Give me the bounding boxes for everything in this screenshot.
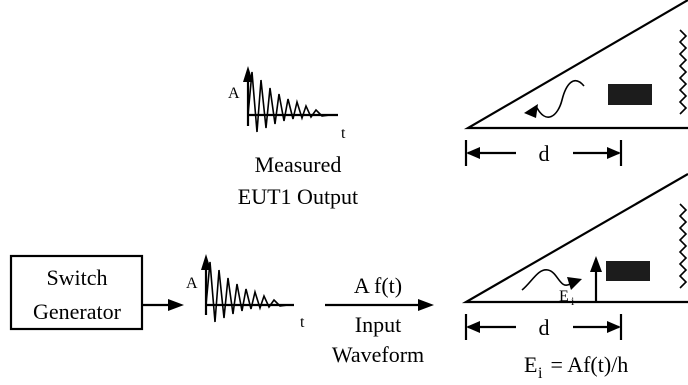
generator-output-arrow [142,299,184,311]
top-damped-oscillation [247,71,331,133]
field-subscript: i [571,294,575,308]
mid-time-label: t [300,314,305,331]
bottom-tem-cell: h E i [461,173,688,308]
generator-label-line2: Generator [33,299,122,324]
height-arrowhead [590,256,602,272]
generator-label-line1: Switch [46,265,107,290]
switch-generator-box: Switch Generator [9,254,144,331]
bottom-distance-label: d [539,315,550,340]
measured-caption-line2: EUT1 Output [238,184,358,209]
top-distance-label: d [539,141,550,166]
equation-rhs: = Af(t)/h [545,352,628,377]
field-equation: E i = Af(t)/h [524,352,628,382]
input-label-line2: Waveform [332,342,424,367]
top-cell-outline [463,0,688,130]
input-formula: A f(t) [354,273,402,298]
top-amplitude-label: A [228,85,240,102]
bottom-cell-wave-curve [521,269,571,291]
bottom-cell-eut-device [606,261,650,281]
top-amplitude-arrowhead [243,66,253,82]
measured-caption-line1: Measured [255,152,342,177]
source-waveform-plot: A t [186,254,305,331]
mid-amplitude-label: A [186,275,198,292]
top-cell-eut-device [608,84,652,105]
input-label-line1: Input [355,312,401,337]
equation-lhs: E [524,352,537,377]
equation-lhs-subscript: i [538,365,543,382]
top-cell-absorber [678,29,688,115]
bottom-distance-dimension: d [464,314,623,340]
bottom-cell-outline [461,173,688,304]
mid-damped-oscillation [205,261,289,323]
measured-waveform-plot: A t [228,66,346,142]
top-distance-dimension: d [464,140,623,166]
top-cell-wave-curve [535,80,585,118]
top-tem-cell [463,0,688,130]
bottom-cell-wave-arrowhead [567,277,582,290]
bottom-cell-absorber [678,203,688,289]
top-cell-wave-arrowhead [524,104,538,118]
input-arrow [325,299,434,311]
mid-amplitude-arrowhead [201,254,211,270]
top-time-label: t [341,125,346,142]
field-label: E [559,288,569,305]
